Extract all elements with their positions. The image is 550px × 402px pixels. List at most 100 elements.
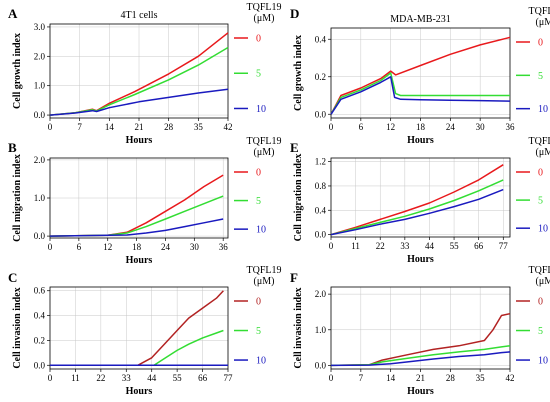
x-tick-label: 28 <box>446 373 456 383</box>
y-tick-label: 0.0 <box>34 360 46 370</box>
x-axis-label: Hours <box>407 254 434 265</box>
legend-label-5: 5 <box>538 71 543 82</box>
legend-label-10: 10 <box>256 104 266 115</box>
y-tick-label: 0.6 <box>34 286 46 296</box>
legend-label-0: 0 <box>538 297 543 308</box>
x-tick-label: 0 <box>329 122 334 132</box>
x-tick-label: 66 <box>198 373 208 383</box>
y-tick-label: 0.2 <box>34 335 45 345</box>
series-line-10 <box>330 76 511 115</box>
y-tick-label: 0.0 <box>315 109 327 119</box>
x-axis-label: Hours <box>407 135 434 146</box>
legend-title: TQFL19 <box>529 136 550 147</box>
legend-unit: (μM) <box>254 147 275 158</box>
y-axis-label: Cell growth index <box>12 33 23 109</box>
y-tick-label: 0.2 <box>315 72 326 82</box>
y-tick-label: 2.0 <box>315 289 327 299</box>
series-line-5 <box>330 179 504 236</box>
x-tick-label: 0 <box>329 241 334 251</box>
chart-panel-b: B 0 6 12 18 24 30 36 0.0 1.0 2.0 Hours Cell migratio… <box>8 136 282 266</box>
x-tick-label: 35 <box>476 373 486 383</box>
chart-panel-e: E 0 11 22 33 44 55 66 77 0.0 0.4 0.8 1.2 Hours Cell mi… <box>290 136 550 265</box>
x-tick-label: 18 <box>132 242 142 252</box>
series-line-5 <box>330 72 510 115</box>
y-tick-label: 1.0 <box>315 325 327 335</box>
legend-label-0: 0 <box>538 168 543 179</box>
x-tick-label: 21 <box>416 373 425 383</box>
series-line-5 <box>330 345 511 367</box>
legend-title: TQFL19 <box>529 6 550 17</box>
legend-label-5: 5 <box>256 326 261 337</box>
legend-label-10: 10 <box>256 225 266 236</box>
legend-label-0: 0 <box>256 168 261 179</box>
legend-label-10: 10 <box>256 356 266 367</box>
chart-title: MDA-MB-231 <box>390 14 451 25</box>
chart-panel-f: F 0 7 14 21 28 35 42 0.0 1.0 2.0 Hours Cell invasion… <box>290 265 550 397</box>
y-axis-label: Cell migration index <box>12 154 23 242</box>
legend-unit: (μM) <box>254 276 275 287</box>
y-tick-label: 0.0 <box>315 360 327 370</box>
x-tick-label: 12 <box>386 122 395 132</box>
x-tick-label: 55 <box>450 241 460 251</box>
x-tick-label: 12 <box>103 242 112 252</box>
legend-label-5: 5 <box>538 196 543 207</box>
x-axis-label: Hours <box>126 386 153 397</box>
y-tick-label: 3.0 <box>34 22 46 32</box>
panel-letter: F <box>290 270 298 285</box>
x-tick-label: 33 <box>122 373 132 383</box>
x-tick-label: 66 <box>474 241 484 251</box>
x-tick-label: 6 <box>359 122 364 132</box>
x-tick-label: 18 <box>416 122 426 132</box>
legend-label-10: 10 <box>538 356 548 367</box>
legend-label-5: 5 <box>256 69 261 80</box>
x-axis-label: Hours <box>126 135 153 146</box>
legend-unit: (μM) <box>536 276 550 287</box>
y-axis-label: Cell migration index <box>293 154 304 242</box>
x-tick-label: 28 <box>164 122 174 132</box>
legend-title: TQFL19 <box>529 265 550 276</box>
x-tick-label: 44 <box>147 373 157 383</box>
x-tick-label: 21 <box>135 122 144 132</box>
y-tick-label: 0.8 <box>315 181 327 191</box>
y-tick-label: 2.0 <box>34 51 46 61</box>
x-tick-label: 36 <box>506 122 516 132</box>
y-tick-label: 0.0 <box>315 230 327 240</box>
y-tick-label: 0.0 <box>34 231 46 241</box>
plot-area <box>330 157 511 238</box>
y-tick-label: 2.0 <box>34 155 46 165</box>
x-tick-label: 55 <box>173 373 183 383</box>
x-tick-label: 0 <box>48 122 53 132</box>
series-line-0 <box>330 164 504 236</box>
series-line-0 <box>50 290 224 367</box>
x-tick-label: 42 <box>224 122 233 132</box>
y-axis-label: Cell growth index <box>293 35 304 111</box>
x-tick-label: 24 <box>161 242 171 252</box>
x-tick-label: 7 <box>77 122 82 132</box>
x-tick-label: 7 <box>359 373 364 383</box>
series-line-10 <box>49 88 229 116</box>
legend-unit: (μM) <box>536 147 550 158</box>
panel-letter: A <box>8 6 18 21</box>
x-tick-label: 0 <box>48 373 53 383</box>
x-tick-label: 6 <box>77 242 82 252</box>
x-tick-label: 22 <box>96 373 105 383</box>
legend-label-5: 5 <box>256 196 261 207</box>
y-tick-label: 0.4 <box>315 34 327 44</box>
chart-title: 4T1 cells <box>121 10 158 21</box>
x-tick-label: 22 <box>376 241 385 251</box>
chart-panel-a: A 4T1 cells 0 7 14 21 28 35 42 0.0 1.0 2.0 3.0 Hours C… <box>8 2 282 146</box>
plot-area <box>49 286 229 370</box>
series-line-5 <box>50 329 224 367</box>
series-line-10 <box>330 188 504 236</box>
chart-panel-c: C 0 11 22 33 44 55 66 77 0.0 0.2 0.4 0.6 Hours Cell in… <box>8 265 282 397</box>
series-line-10 <box>49 218 224 237</box>
panel-letter: E <box>290 140 299 155</box>
legend-label-5: 5 <box>538 326 543 337</box>
x-tick-label: 0 <box>329 373 334 383</box>
series-line-0 <box>330 36 511 115</box>
legend-title: TQFL19 <box>247 265 282 276</box>
legend-title: TQFL19 <box>247 2 282 13</box>
panel-letter: B <box>8 140 17 155</box>
legend-unit: (μM) <box>254 13 275 24</box>
